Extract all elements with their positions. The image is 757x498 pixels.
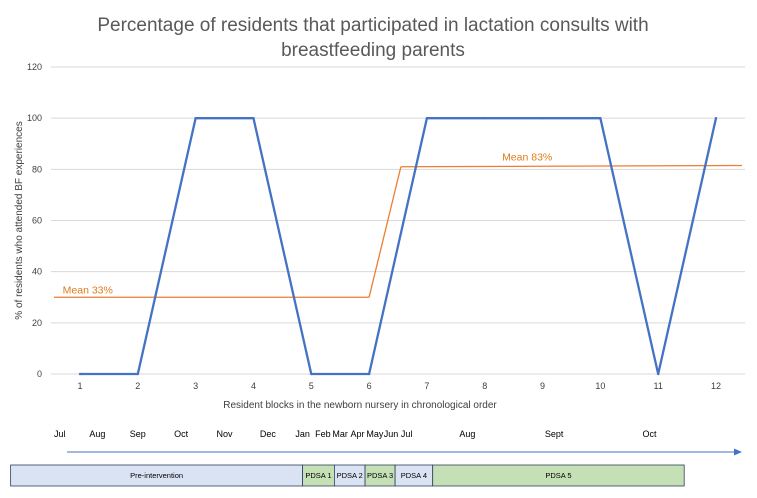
month-label: Feb [315, 429, 331, 439]
chart-title-line: breastfeeding parents [281, 40, 465, 61]
x-tick-label: 1 [77, 381, 82, 391]
series-line [80, 117, 718, 376]
month-timeline: Jul Aug Sep Oct Nov Dec Jan Feb Mar Apr May Jun Jul A… [54, 429, 657, 439]
month-label: Aug [459, 429, 475, 439]
timeline-arrow-head [734, 448, 742, 456]
mean-line-segment [368, 166, 402, 298]
x-tick-label: 12 [711, 381, 721, 391]
y-tick-label: 40 [32, 267, 42, 277]
month-label: Apr [351, 429, 365, 439]
x-axis-ticks: 1 2 3 4 5 6 7 8 9 10 11 12 [77, 381, 721, 391]
data-point [252, 116, 255, 120]
series-lines [78, 116, 718, 376]
grid-lines [51, 66, 745, 375]
data-point [541, 116, 544, 120]
phase-label: PDSA 4 [401, 471, 427, 480]
phase-label: PDSA 5 [545, 471, 571, 480]
data-point [78, 372, 82, 376]
y-tick-label: 20 [32, 318, 42, 328]
month-label: Sept [545, 429, 564, 439]
month-label: Jun [384, 429, 399, 439]
month-label: Mar [332, 429, 348, 439]
mean-label: Mean 83% [502, 151, 552, 163]
month-label: Aug [89, 429, 105, 439]
y-axis-label: % of residents who attended BF experienc… [14, 121, 25, 319]
x-tick-label: 6 [367, 381, 372, 391]
phase-box [432, 464, 685, 487]
data-point [656, 372, 660, 376]
data-point [194, 116, 197, 120]
y-tick-label: 80 [32, 164, 42, 174]
month-label: Nov [217, 429, 234, 439]
data-point [714, 116, 718, 120]
mean-label: Mean 33% [63, 284, 113, 296]
x-axis-label: Resident blocks in the newborn nursery i… [223, 400, 497, 411]
month-label: Oct [174, 429, 189, 439]
phase-label: Pre-intervention [130, 471, 183, 480]
data-point [310, 372, 313, 376]
phase-label: PDSA 1 [305, 471, 331, 480]
y-tick-label: 120 [27, 62, 42, 72]
month-label: Jan [295, 429, 310, 439]
x-tick-label: 7 [424, 381, 429, 391]
x-tick-label: 3 [193, 381, 198, 391]
x-tick-label: 10 [595, 381, 605, 391]
y-tick-label: 0 [37, 369, 42, 379]
phase-label: PDSA 2 [337, 471, 363, 480]
y-axis-ticks: 0 20 40 60 80 100 120 [27, 62, 42, 379]
phase-label: PDSA 3 [367, 471, 393, 480]
month-label: Oct [643, 429, 658, 439]
y-tick-label: 60 [32, 216, 42, 226]
month-label: Jul [54, 429, 66, 439]
data-point [425, 116, 429, 120]
x-tick-label: 2 [135, 381, 140, 391]
data-point [599, 116, 602, 120]
x-tick-label: 11 [654, 381, 663, 391]
mean-line: Mean 33% Mean 83% [53, 151, 743, 298]
x-tick-label: 9 [540, 381, 545, 391]
x-tick-label: 8 [482, 381, 487, 391]
phase-bar: Pre-intervention PDSA 1 PDSA 2 PDSA 3 PDSA 4… [10, 464, 685, 487]
month-label: Dec [260, 429, 277, 439]
x-tick-label: 4 [251, 381, 256, 391]
y-tick-label: 100 [27, 113, 42, 123]
mean-line-segment [400, 164, 743, 168]
month-label: Jul [401, 429, 413, 439]
data-point [136, 372, 140, 376]
chart-title-line: Percentage of residents that participate… [97, 15, 648, 36]
chart-title: Percentage of residents that participate… [97, 15, 648, 61]
month-label: May [366, 429, 384, 439]
month-label: Sep [130, 429, 146, 439]
timeline-arrow [67, 448, 742, 456]
data-point [367, 372, 371, 376]
x-tick-label: 5 [309, 381, 314, 391]
data-point [483, 116, 486, 120]
